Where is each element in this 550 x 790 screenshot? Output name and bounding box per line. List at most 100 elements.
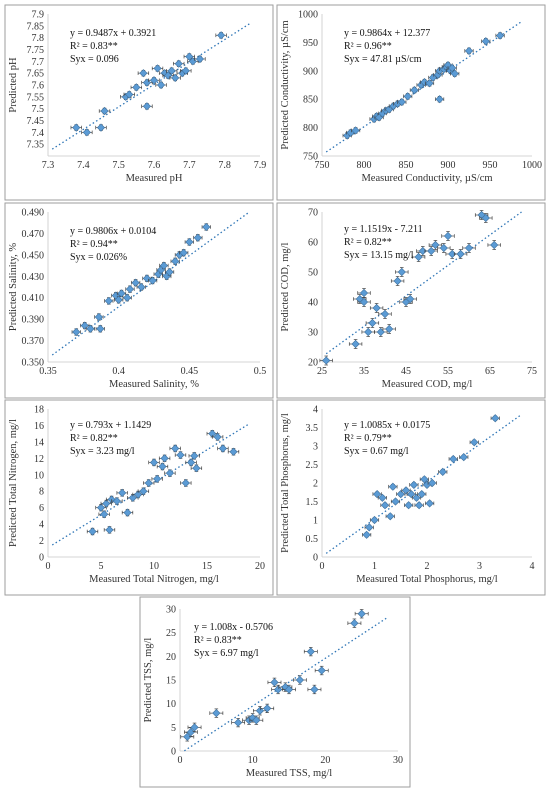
data-point [385,512,395,521]
point-marker [176,450,185,460]
regression-annotation: y = 0.9487x + 0.3921 [70,28,156,39]
point-marker [86,324,95,333]
point-marker [153,64,162,73]
x-tick-label: 0 [178,755,183,766]
point-marker [368,318,377,328]
point-marker [234,718,243,727]
x-axis-title: Measured pH [126,173,183,184]
data-point [424,79,435,88]
y-tick-label: 7.4 [32,128,45,139]
regression-annotation: R² = 0.83** [70,41,118,52]
point-marker [310,685,319,694]
regression-annotation: Syx = 0.096 [70,54,119,65]
x-tick-label: 7.6 [148,160,161,171]
data-point [351,126,361,135]
point-marker [351,126,360,135]
point-marker [72,123,81,132]
y-tick-label: 4 [313,405,318,416]
point-marker [158,462,167,471]
point-marker [407,489,416,499]
y-tick-label: 7.8 [32,33,45,44]
chart-conductivity: 750 800 850 900 950 1000 750 800 850 900 950 1000 Me… [276,4,546,201]
point-marker [273,685,283,694]
point-marker [128,493,137,502]
point-marker [391,497,400,506]
point-marker [406,294,415,304]
point-marker [118,488,127,497]
y-tick-label: 30 [308,328,318,339]
point-marker [117,289,126,298]
chart-cod: 25 35 45 55 65 75 20 30 40 50 60 70 Measured COD, mg… [276,202,546,399]
x-tick-label: 7.8 [218,160,231,171]
point-marker [165,469,175,478]
data-point [347,618,362,628]
point-marker [82,128,91,137]
data-point [187,722,202,732]
data-point [314,665,329,676]
data-point [100,499,112,508]
point-marker [448,249,457,259]
y-tick-label: 7.45 [27,116,45,127]
regression-annotation: y = 0.9806x + 0.0104 [70,226,156,237]
point-marker [123,508,132,517]
data-point [125,285,135,294]
data-point [143,478,155,488]
point-marker [112,496,122,506]
y-axis-title: Predicted Total Nitrogen, mg/l [8,419,19,547]
x-tick-label: 25 [317,366,327,377]
data-point [374,327,388,337]
data-point [357,288,371,298]
data-point [116,488,128,497]
x-tick-label: 0.35 [39,366,57,377]
x-tick-label: 10 [248,755,258,766]
point-marker [193,233,202,242]
regression-annotation: y = 1.008x - 0.5706 [194,622,273,633]
y-tick-label: 950 [303,38,318,49]
point-marker [365,523,374,532]
x-axis-title: Measured Conductivity, µS/cm [361,173,492,184]
y-tick-label: 7.7 [32,57,45,68]
data-point [194,54,206,64]
regression-annotation: y = 0.793x + 1.1429 [70,420,151,431]
y-tick-label: 7.75 [27,45,45,56]
y-tick-label: 7.5 [32,104,45,115]
data-point [390,497,401,506]
y-tick-label: 20 [166,652,176,663]
data-point [411,493,422,502]
data-point [428,73,438,82]
chart-ph: 7.3 7.4 7.5 7.6 7.7 7.8 7.97.357.47.457.57.557… [4,4,274,201]
data-point [365,318,380,328]
data-point [104,296,114,306]
data-point [380,501,390,510]
x-tick-label: 0 [46,561,51,572]
point-marker [388,482,397,491]
data-point [453,249,468,259]
data-point [403,294,417,304]
data-point [438,467,448,477]
data-point [364,523,374,532]
x-tick-label: 15 [202,561,212,572]
x-tick-label: 35 [359,366,369,377]
data-point [156,462,169,471]
chart-tss: 0 10 20 30 0 5 10 15 20 25 30 Measured TSS, mg/l Pre… [139,596,411,788]
y-tick-label: 0 [39,553,44,564]
point-marker [114,295,123,304]
trend-line [325,21,522,153]
y-tick-label: 3 [313,442,318,453]
point-marker [359,297,369,307]
point-marker [160,454,169,463]
data-point [382,324,396,334]
point-marker [317,666,326,675]
x-tick-label: 10 [149,561,159,572]
point-marker [435,95,444,104]
point-marker [217,31,226,40]
data-point [427,478,437,488]
data-point [85,324,95,333]
point-marker [181,478,190,488]
point-marker [456,249,465,259]
data-point [116,289,127,298]
regression-annotation: Syx = 0.026% [70,252,127,263]
data-point [409,480,419,489]
y-tick-label: 7.35 [27,140,45,151]
data-point [184,237,194,247]
